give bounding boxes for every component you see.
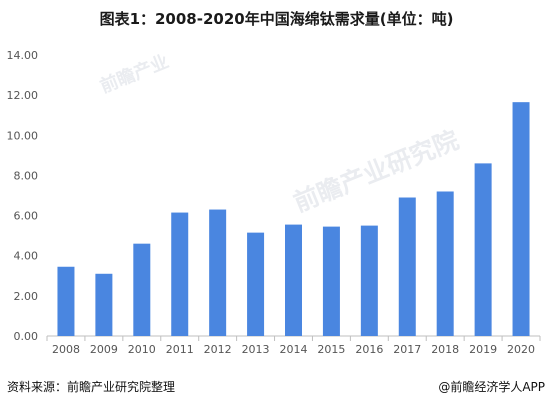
bar-2013 [247,232,265,336]
x-tick-label: 2012 [204,343,232,356]
y-tick-label: 8.00 [14,169,39,182]
x-tick-label: 2017 [393,343,421,356]
y-tick-label: 14.00 [7,49,39,62]
x-tick-label: 2010 [128,343,156,356]
source-note: 资料来源：前瞻产业研究院整理 [7,380,176,394]
x-tick-label: 2020 [507,343,535,356]
x-tick-label: 2014 [280,343,308,356]
bar-2012 [209,209,227,336]
bar-2018 [436,191,454,336]
y-tick-label: 12.00 [7,89,39,102]
x-tick-label: 2011 [166,343,194,356]
x-tick-label: 2018 [431,343,459,356]
credit-note: @前瞻经济学人APP [438,380,545,394]
chart-title: 图表1：2008-2020年中国海绵钛需求量(单位：吨) [99,10,454,28]
x-tick-label: 2016 [355,343,383,356]
bar-2020 [512,102,530,337]
bar-2015 [322,226,340,336]
x-tick-label: 2013 [242,343,270,356]
y-tick-label: 4.00 [14,250,39,263]
x-tick-label: 2019 [469,343,497,356]
bar-2016 [360,225,378,336]
x-tick-label: 2009 [90,343,118,356]
bar-2008 [57,266,75,336]
bar-2014 [285,224,302,336]
bar-2010 [133,243,151,336]
y-tick-label: 6.00 [14,210,39,223]
bar-2009 [95,273,113,336]
bar-2017 [398,197,416,336]
x-tick-label: 2015 [317,343,345,356]
y-tick-label: 10.00 [7,129,39,142]
y-tick-label: 0.00 [14,330,39,343]
bar-2019 [474,163,492,336]
bar-2011 [171,212,189,336]
x-tick-label: 2008 [52,343,80,356]
y-tick-label: 2.00 [14,290,39,303]
